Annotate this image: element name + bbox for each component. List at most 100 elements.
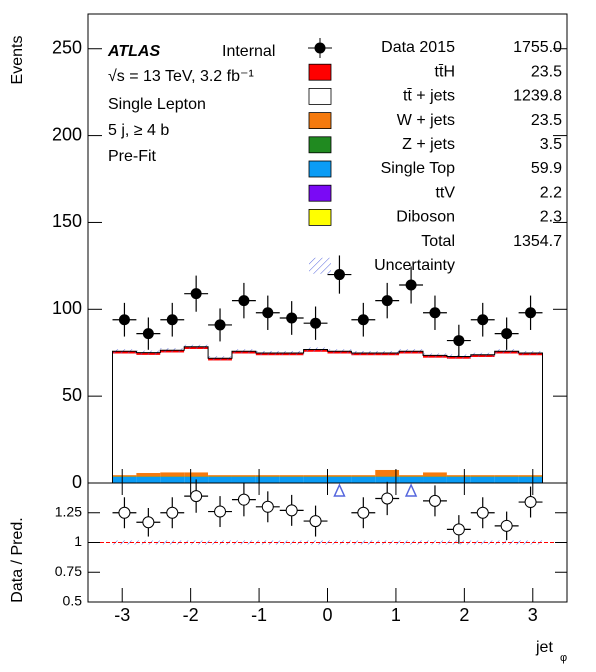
stack-segment	[423, 472, 447, 477]
channel-label: Single Lepton	[108, 96, 206, 113]
stack-segment	[399, 353, 424, 476]
stack-segment	[279, 355, 304, 476]
stack-segment	[279, 475, 304, 477]
stack-segment	[208, 360, 232, 476]
stack-segment	[208, 476, 232, 483]
ratio-out-of-range	[333, 483, 346, 497]
stack-segment	[375, 469, 400, 477]
ratio-uncertainty	[470, 540, 495, 545]
ratio-point	[285, 504, 298, 517]
stack-segment	[255, 476, 280, 483]
data-point	[405, 279, 417, 291]
legend-marker	[314, 42, 326, 54]
stack-segment	[136, 476, 161, 483]
data-point	[453, 335, 465, 347]
legend-swatch	[308, 184, 332, 202]
legend-swatch	[308, 136, 332, 154]
y-tick-label: 150	[52, 211, 82, 231]
y-tick-label: 100	[52, 298, 82, 318]
stack-segment	[208, 475, 232, 477]
ratio-uncertainty	[518, 540, 543, 545]
stack-segment	[518, 476, 543, 483]
stack-segment	[231, 353, 256, 476]
stack-segment	[327, 476, 352, 483]
ratio-point	[166, 506, 179, 519]
stack-segment	[423, 476, 447, 483]
ratio-point	[118, 506, 131, 519]
ratio-label: Data / Pred.	[9, 517, 26, 602]
data-point	[118, 314, 130, 326]
legend-yield: 2.2	[540, 184, 562, 201]
stack-segment	[184, 472, 209, 477]
ratio-uncertainty	[279, 540, 304, 545]
stack-segment	[255, 475, 280, 477]
stack-segment	[375, 355, 400, 470]
ratio-point	[261, 500, 274, 513]
stack-segment	[518, 475, 543, 477]
data-point	[214, 319, 226, 331]
legend-swatch	[308, 208, 332, 226]
ratio-uncertainty	[351, 540, 376, 545]
stack-segment	[423, 357, 447, 473]
data-point	[381, 295, 393, 307]
legend-yield: 1755.0	[513, 39, 562, 56]
atlas-label: ATLAS	[107, 43, 160, 60]
stack-segment	[112, 353, 137, 476]
stack-outline	[111, 346, 544, 483]
stack-segment	[231, 475, 256, 477]
x-tick-label: -1	[251, 605, 267, 625]
legend-label: ttV	[435, 184, 455, 201]
legend-label: Uncertainty	[374, 257, 455, 274]
stack-segment	[160, 352, 185, 473]
internal-label: Internal	[222, 43, 275, 60]
stack-segment	[112, 476, 137, 483]
ratio-point	[142, 516, 155, 529]
data-point	[262, 307, 274, 319]
ratio-y-tick-label: 1	[74, 533, 82, 549]
ratio-uncertainty	[399, 540, 424, 545]
legend-swatch	[308, 112, 332, 129]
stack-segment	[160, 476, 185, 483]
legend-swatch	[308, 160, 332, 178]
legend-label: tt̄ + jets	[403, 88, 455, 105]
stack-segment	[518, 355, 543, 476]
stack-segment	[136, 354, 161, 474]
legend-yield: 1354.7	[513, 233, 562, 250]
ratio-point	[524, 496, 537, 509]
legend-label: Z + jets	[402, 136, 455, 153]
data-point	[286, 312, 298, 324]
data-point	[477, 314, 489, 326]
ratio-uncertainty	[423, 540, 447, 545]
stack-segment	[351, 475, 376, 477]
legend-label: Total	[421, 233, 455, 250]
stack-segment	[303, 476, 328, 483]
x-tick-label: 2	[459, 605, 469, 625]
ratio-y-tick-label: 0.75	[55, 563, 82, 579]
ratio-point	[476, 506, 489, 519]
ratio-uncertainty	[303, 540, 328, 545]
ratio-uncertainty	[255, 540, 280, 545]
ratio-uncertainty	[375, 540, 400, 545]
data-point	[357, 314, 369, 326]
legend-yield: 59.9	[531, 160, 562, 177]
stack-segment	[494, 476, 519, 483]
y-tick-label: 0	[72, 472, 82, 492]
x-tick-label: 1	[391, 605, 401, 625]
stack-segment	[351, 355, 376, 476]
ratio-point	[309, 515, 322, 528]
legend-label: Single Top	[381, 160, 456, 177]
data-point	[166, 314, 178, 326]
legend-label: W + jets	[397, 112, 455, 129]
ratio-point	[214, 505, 227, 518]
legend-yield: 23.5	[531, 63, 562, 80]
legend-yield: 3.5	[540, 136, 562, 153]
x-label-sub: φ	[560, 652, 567, 664]
stack-segment	[446, 476, 471, 483]
legend-swatch	[308, 88, 332, 105]
data-point	[525, 307, 537, 319]
ratio-point	[357, 506, 370, 519]
stack-segment	[399, 476, 424, 483]
stack-segment	[470, 476, 495, 483]
